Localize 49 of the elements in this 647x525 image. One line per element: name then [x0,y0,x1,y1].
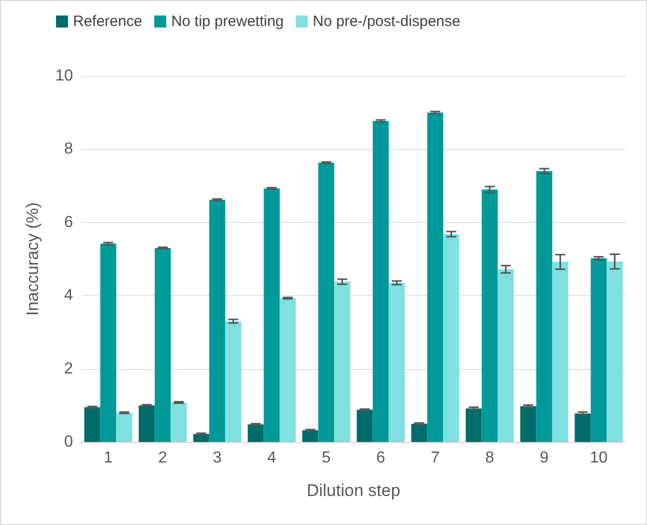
bar [388,282,405,442]
y-tick-label: 8 [64,140,74,158]
bar [536,171,552,442]
bar [498,269,514,442]
bar [443,234,460,442]
bar [138,405,155,442]
x-tick-label: 3 [212,450,222,466]
x-tick-label: 9 [540,450,549,466]
bar [372,121,389,442]
bar [248,424,264,442]
bar [280,298,296,442]
bar [116,412,132,442]
bar [84,407,100,442]
bar [482,189,498,442]
x-axis-title: Dilution step [306,481,400,500]
bar [411,424,428,442]
bar [552,262,568,442]
y-tick-label: 2 [64,360,74,378]
bar [606,262,623,442]
bar [590,258,607,442]
legend-label: No tip prewetting [171,13,284,30]
x-tick-label: 7 [430,450,440,466]
bar [100,244,116,442]
y-tick-label: 4 [64,287,74,304]
bar [170,402,187,442]
x-tick-label: 10 [590,450,608,466]
y-tick-label: 10 [55,68,74,84]
y-tick-label: 0 [64,434,74,450]
bar [225,321,242,442]
bar [264,188,280,442]
bar [318,162,334,442]
bar [154,248,171,442]
bar [574,413,591,442]
bar [209,200,226,442]
bar [334,282,350,442]
bar [466,408,482,442]
x-tick-label: 6 [376,450,386,466]
x-tick-label: 8 [485,450,494,466]
legend-label: No pre-/post-dispense [312,13,460,30]
bar [520,406,536,442]
legend-label: Reference [73,13,142,30]
bar [356,410,373,442]
x-tick-label: 1 [104,450,113,466]
x-tick-label: 4 [267,450,276,466]
y-axis-title: Inaccuracy (%) [23,202,42,316]
y-tick-label: 6 [64,214,74,231]
x-tick-label: 2 [158,450,168,466]
x-tick-label: 5 [322,450,331,466]
bar [427,112,444,442]
